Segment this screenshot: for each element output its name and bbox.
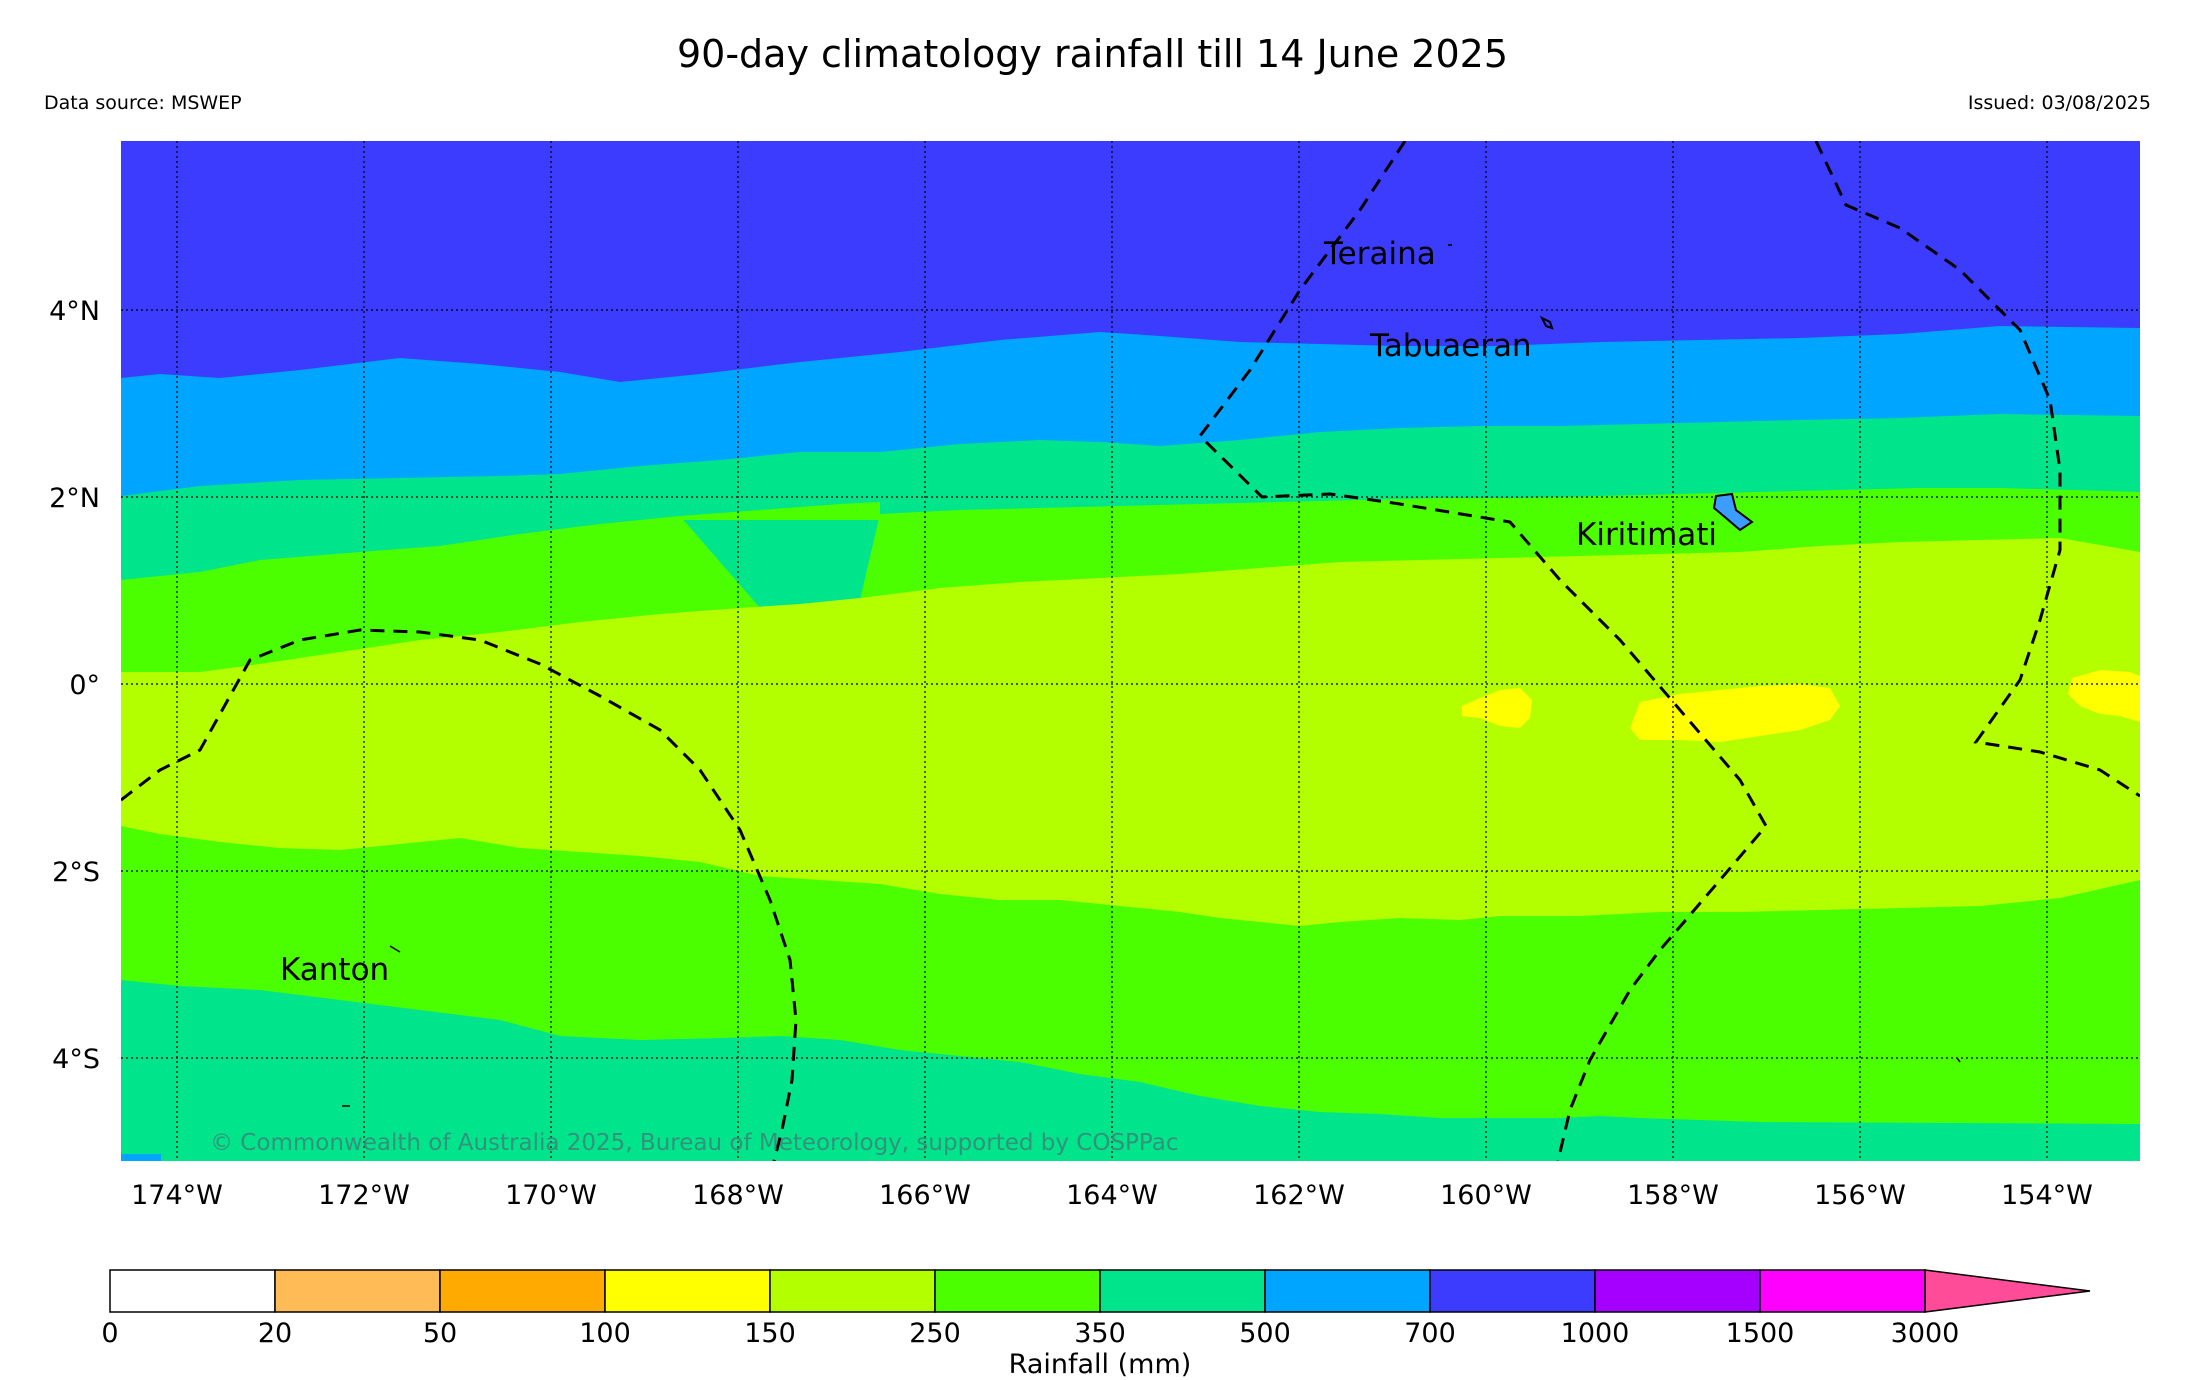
place-label-teraina: Teraina	[1323, 236, 1436, 272]
colorbar-tick-9: 1000	[1561, 1318, 1630, 1349]
graticule	[121, 141, 2140, 1161]
colorbar-swatch-500-700	[1264, 1269, 1431, 1313]
colorbar-swatch-1500-3000	[1759, 1269, 1926, 1313]
lon-label-164w: 164°W	[1066, 1180, 1158, 1211]
lon-label-158w: 158°W	[1627, 1180, 1719, 1211]
colorbar-ticks: 0 20 50 100 150 250 350 500 700 1000 150…	[101, 1318, 1959, 1349]
colorbar-tick-8: 700	[1404, 1318, 1456, 1349]
colorbar-tick-6: 350	[1074, 1318, 1126, 1349]
place-label-kanton: Kanton	[280, 952, 389, 988]
colorbar-tick-4: 150	[744, 1318, 796, 1349]
colorbar-swatch-0-20	[109, 1269, 276, 1313]
colorbar-tick-1: 20	[258, 1318, 292, 1349]
band-100-150-blob-1	[1462, 688, 1532, 728]
place-label-kiritimati: Kiritimati	[1576, 517, 1717, 553]
band-100-150-blob-3	[2068, 670, 2140, 722]
colorbar-swatch-50-100	[439, 1269, 606, 1313]
kanton-island	[389, 945, 401, 953]
colorbar-tick-11: 3000	[1891, 1318, 1960, 1349]
colorbar-swatch-over-3000	[1924, 1269, 2091, 1313]
lon-label-160w: 160°W	[1440, 1180, 1532, 1211]
lat-label-0: 0°	[69, 670, 100, 701]
colorbar-tick-5: 250	[909, 1318, 961, 1349]
rainfall-field: Teraina Tabuaeran Kiritimati Kanton © Co…	[121, 141, 2140, 1161]
colorbar-title: Rainfall (mm)	[1009, 1349, 1192, 1380]
lat-label-2s: 2°S	[52, 857, 100, 888]
band-150-250	[121, 538, 2140, 926]
colorbar-swatch-100-150	[604, 1269, 771, 1313]
lon-label-162w: 162°W	[1253, 1180, 1345, 1211]
jarvis-island	[1956, 1057, 1961, 1063]
data-source-label: Data source: MSWEP	[44, 92, 242, 114]
longitude-axis: 174°W 172°W 170°W 168°W 166°W 164°W 162°…	[131, 1180, 2093, 1211]
kiritimati-island	[1712, 492, 1754, 532]
lon-label-156w: 156°W	[1814, 1180, 1906, 1211]
colorbar: 0 20 50 100 150 250 350 500 700 1000 150…	[101, 1269, 2091, 1380]
map-title: 90-day climatology rainfall till 14 June…	[676, 32, 1509, 76]
colorbar-tick-2: 50	[423, 1318, 457, 1349]
colorbar-swatch-250-350	[934, 1269, 1101, 1313]
band-500-700-south	[121, 1154, 161, 1161]
copyright-notice: © Commonwealth of Australia 2025, Bureau…	[210, 1130, 1179, 1156]
band-250-350-fill	[680, 502, 880, 520]
colorbar-tick-7: 500	[1239, 1318, 1291, 1349]
band-350-500-south	[121, 980, 2140, 1161]
colorbar-tick-10: 1500	[1726, 1318, 1795, 1349]
lat-label-4n: 4°N	[49, 296, 100, 327]
lon-label-170w: 170°W	[505, 1180, 597, 1211]
colorbar-swatch-20-50	[274, 1269, 441, 1313]
lon-label-172w: 172°W	[318, 1180, 410, 1211]
eez-boundaries	[121, 141, 2140, 1161]
colorbar-swatch-350-500	[1099, 1269, 1266, 1313]
colorbar-swatch-700-1000	[1429, 1269, 1596, 1313]
lat-label-4s: 4°S	[52, 1044, 100, 1075]
lon-label-174w: 174°W	[131, 1180, 223, 1211]
lon-label-154w: 154°W	[2001, 1180, 2093, 1211]
tabuaeran-island	[1539, 315, 1554, 330]
colorbar-tick-0: 0	[101, 1318, 118, 1349]
colorbar-swatch-150-250	[769, 1269, 936, 1313]
band-100-150-blob-2	[1630, 684, 1840, 742]
issued-date-label: Issued: 03/08/2025	[1967, 92, 2151, 114]
colorbar-swatch-1000-1500	[1594, 1269, 1761, 1313]
place-label-tabuaeran: Tabuaeran	[1369, 328, 1532, 364]
latitude-axis: 4°N 2°N 0° 2°S 4°S	[49, 296, 100, 1075]
lat-label-2n: 2°N	[49, 483, 100, 514]
colorbar-tick-3: 100	[579, 1318, 631, 1349]
lon-label-166w: 166°W	[879, 1180, 971, 1211]
lon-label-168w: 168°W	[692, 1180, 784, 1211]
